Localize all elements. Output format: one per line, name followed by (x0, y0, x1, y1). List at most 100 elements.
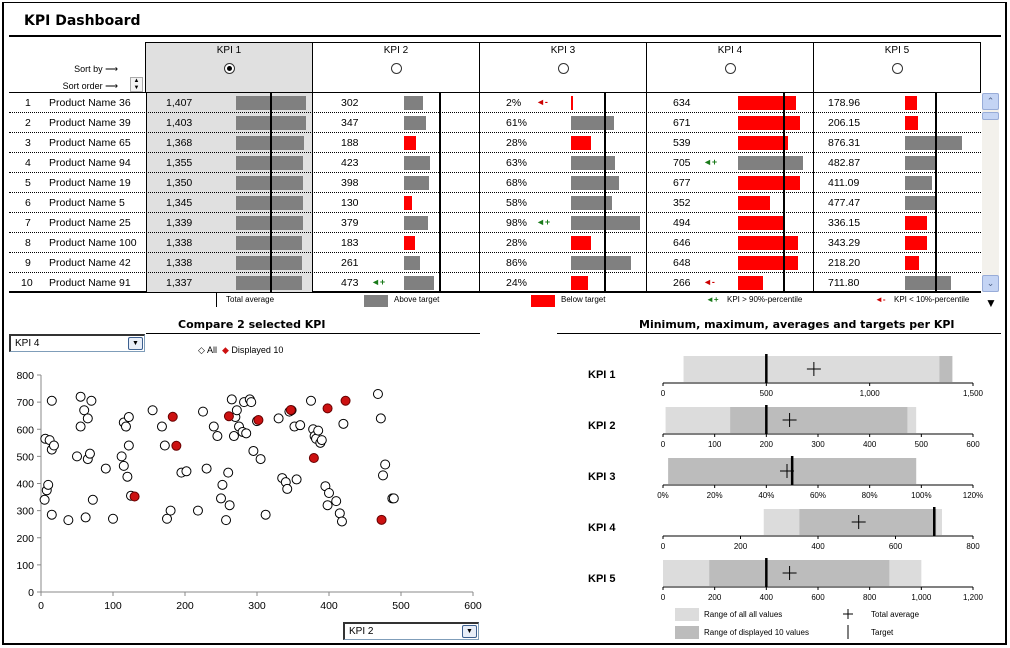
kpi3-bar (571, 176, 619, 190)
kpi2-value: 188 (341, 137, 359, 149)
scatter-point-displayed (322, 403, 333, 414)
kpi3-bar (571, 136, 591, 150)
scatter-point-all (162, 513, 172, 524)
scatter-point-all (378, 470, 388, 481)
kpi5-bar (905, 116, 919, 130)
sort-order-label: Sort order ⟶ (62, 81, 118, 91)
scatter-point-all (159, 440, 170, 451)
kpi2-bar (404, 256, 421, 270)
scatter-point-displayed (167, 411, 178, 422)
product-name[interactable]: Product Name 42 (49, 257, 131, 269)
percentile-high-flag-icon: ◄+ (536, 217, 551, 227)
scatter-point-all (241, 428, 252, 439)
sort-by-radio-kpi-2[interactable] (390, 63, 402, 74)
kpi2-value: 347 (341, 117, 359, 129)
product-name[interactable]: Product Name 39 (49, 117, 131, 129)
kpi2-target-line (439, 93, 441, 292)
scroll-down-button[interactable]: ⌄ (982, 275, 999, 292)
kpi4-value: 648 (673, 257, 691, 269)
range-axis-tick-label: 0 (661, 542, 666, 551)
kpi4-value: 539 (673, 137, 691, 149)
scatter-point-displayed (129, 491, 140, 502)
y-tick-label: 100 (16, 560, 34, 572)
range-axis-tick-label: 600 (889, 542, 903, 551)
kpi1-value: 1,338 (166, 237, 193, 249)
table-row: 7 Product Name 25 1,339 379 98% ◄+ 494 336.15 (9, 213, 981, 233)
x-kpi-select[interactable]: KPI 2 ▼ (343, 622, 479, 640)
kpi3-value: 63% (506, 157, 528, 169)
scatter-point-all (72, 451, 82, 462)
product-name[interactable]: Product Name 65 (49, 137, 131, 149)
scroll-up-button[interactable]: ⌃ (982, 93, 999, 110)
chevron-down-icon[interactable]: ▼ (462, 625, 477, 638)
x-tick-label: 500 (392, 600, 410, 612)
compare-title: Compare 2 selected KPI (178, 318, 326, 331)
kpi-header-4: KPI 4 (646, 42, 814, 93)
scatter-point-all (295, 420, 306, 431)
kpi4-value: 494 (673, 217, 691, 229)
kpi5-target-line (935, 93, 937, 292)
kpi5-value: 178.96 (828, 97, 861, 109)
scatter-point-all (84, 448, 95, 459)
product-name[interactable]: Product Name 25 (49, 217, 131, 229)
kpi4-value: 671 (673, 117, 691, 129)
x-tick-label: 0 (38, 600, 44, 612)
scatter-point-all (324, 487, 334, 498)
scatter-point-all (122, 471, 133, 482)
range-axis-tick-label: 1,200 (963, 593, 984, 602)
ranges-divider (557, 333, 1001, 334)
legend-target-label: Target (871, 628, 894, 637)
scatter-chart: 0 100 200 300 400 500 600 700 800 0 100 200 300 400 50… (16, 370, 482, 612)
scroll-thumb[interactable] (982, 112, 999, 120)
product-name[interactable]: Product Name 91 (49, 277, 131, 289)
scatter-point-all (224, 500, 235, 511)
scatter-point-all (380, 459, 391, 470)
kpi2-value: 473 (341, 277, 359, 289)
scatter-point-all (313, 425, 324, 436)
kpi1-bar (236, 156, 304, 170)
scatter-point-all (48, 440, 59, 451)
scatter-point-displayed (285, 404, 296, 415)
table-row: 9 Product Name 42 1,338 261 86% 648 218.20 (9, 253, 981, 273)
kpi3-value: 28% (506, 237, 528, 249)
legend-all-label: All (206, 345, 217, 355)
rank: 5 (25, 177, 31, 189)
kpi1-target-line (270, 93, 272, 292)
scatter-point-all (291, 474, 302, 485)
y-kpi-select[interactable]: KPI 4 ▼ (9, 334, 145, 352)
sort-by-radio-kpi-4[interactable] (724, 63, 736, 74)
product-name[interactable]: Product Name 5 (49, 197, 125, 209)
spin-up-icon[interactable]: ▲ (133, 78, 140, 84)
kpi5-bar (905, 236, 928, 250)
range-axis-tick-label: 20% (707, 491, 723, 500)
scatter-point-all (334, 508, 345, 519)
scatter-point-all (316, 435, 327, 446)
table-row: 2 Product Name 39 1,403 347 61% 671 206.15 (9, 113, 981, 133)
scatter-point-all (331, 496, 342, 507)
y-tick-label: 800 (16, 370, 34, 382)
range-axis-tick-label: 800 (966, 542, 980, 551)
kpi1-bar (236, 216, 303, 230)
filter-dropdown-icon[interactable]: ▼ (985, 296, 997, 310)
kpi4-bar (738, 196, 771, 210)
scatter-point-displayed (223, 411, 234, 422)
product-name[interactable]: Product Name 36 (49, 97, 131, 109)
scatter-point-all (372, 388, 383, 399)
x-tick-label: 600 (464, 600, 482, 612)
y-tick-label: 300 (16, 506, 34, 518)
kpi3-bar (571, 276, 588, 290)
sort-by-radio-kpi-5[interactable] (891, 63, 903, 74)
range-axis-tick-label: 100 (708, 440, 722, 449)
product-name[interactable]: Product Name 94 (49, 157, 131, 169)
product-name[interactable]: Product Name 19 (49, 177, 131, 189)
chevron-down-icon[interactable]: ▼ (128, 337, 143, 350)
sort-order-spinner[interactable]: ▲ ▼ (130, 77, 143, 92)
sort-by-radio-kpi-1[interactable] (223, 63, 235, 74)
table-scrollbar[interactable]: ⌃ ⌄ (982, 93, 999, 292)
scatter-point-all (231, 405, 242, 416)
sort-by-radio-kpi-3[interactable] (557, 63, 569, 74)
product-name[interactable]: Product Name 100 (49, 237, 137, 249)
spin-down-icon[interactable]: ▼ (133, 85, 140, 91)
kpi-header-label: KPI 5 (884, 45, 910, 56)
kpi4-value: 266 (673, 277, 691, 289)
